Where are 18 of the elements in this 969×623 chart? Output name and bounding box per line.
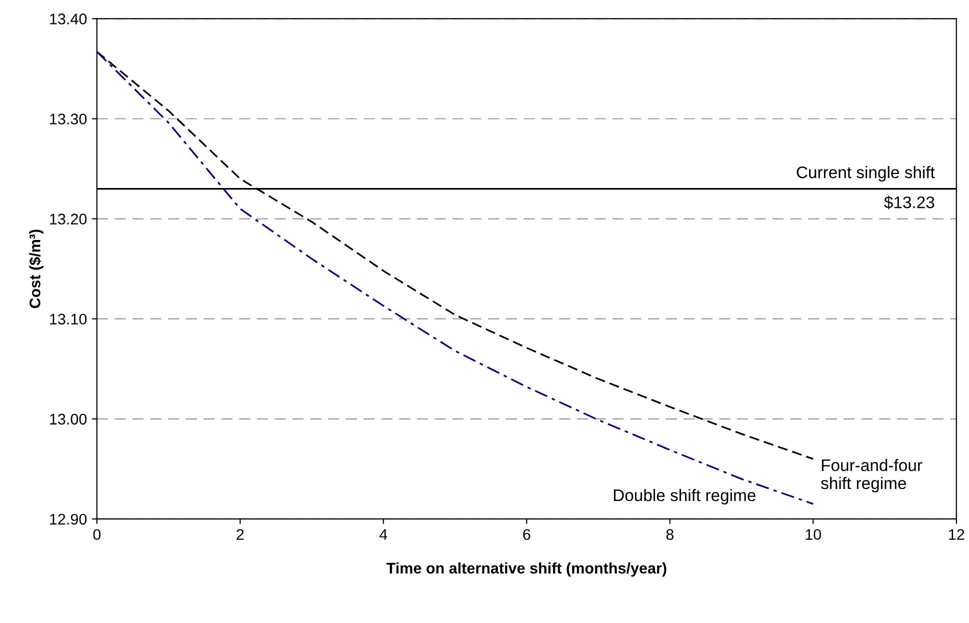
y-tick-label: 13.00 [50,414,87,425]
y-tick-label: 13.30 [50,114,87,124]
x-tick-label: 2 [236,529,244,540]
x-tick-label: 4 [380,529,388,540]
y-tick-label: 13.20 [50,214,87,224]
y-tick-label: 12.90 [50,514,87,525]
ref-line-label: Current single shift $13.23 [796,166,935,210]
annotation: Double shift regime [614,488,756,504]
x-axis-title: Time on alternative shift (months/year) [386,562,666,577]
x-tick-label: 0 [93,529,101,540]
x-tick-label: 8 [666,529,674,540]
x-tick-label: 12 [949,529,964,540]
annotation: Four-and-four shift regime [821,458,922,492]
y-tick-label: 13.40 [50,14,87,24]
x-tick-label: 10 [806,529,822,540]
y-tick-label: 13.10 [50,314,87,325]
y-axis-title: Cost ($/m³) [28,230,44,308]
x-tick-label: 6 [523,529,530,540]
